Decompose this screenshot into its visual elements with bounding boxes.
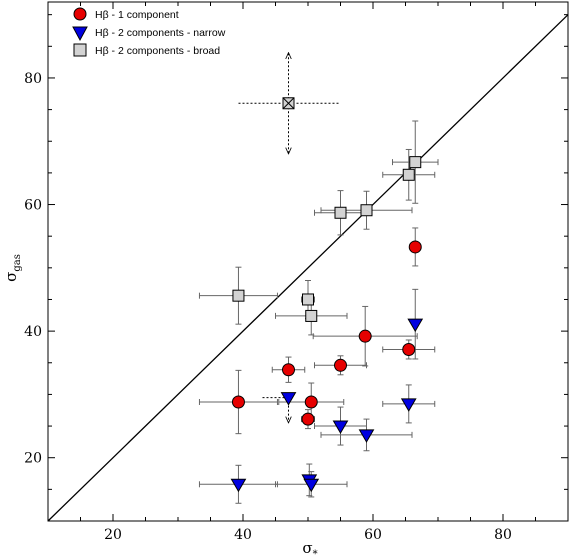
point-broad <box>302 293 314 306</box>
legend-marker-circle <box>73 7 87 21</box>
x-axis-title: σ* <box>302 539 317 560</box>
point-broad <box>409 156 422 169</box>
x-axis-symbol: σ <box>302 539 312 557</box>
point-narrow <box>358 429 375 443</box>
legend: Hβ - 1 component Hβ - 2 components - nar… <box>72 7 226 57</box>
y-tick-label: 80 <box>24 71 42 87</box>
point-one-component <box>231 395 245 409</box>
legend-marker-square <box>73 43 87 57</box>
point-one-component <box>282 363 295 377</box>
point-one-component <box>402 342 416 356</box>
point-narrow <box>280 392 297 406</box>
y-axis-subscript: gas <box>12 254 23 272</box>
x-tick-label: 20 <box>104 527 122 543</box>
y-tick-label: 60 <box>24 198 42 214</box>
legend-label-broad: Hβ - 2 components - broad <box>95 45 220 57</box>
point-broad <box>360 204 373 217</box>
legend-marker-triangle <box>72 26 88 42</box>
point-broad <box>305 309 318 322</box>
data-markers <box>230 97 424 493</box>
point-broad <box>402 168 415 181</box>
point-narrow <box>230 478 247 493</box>
legend-label-one-component: Hβ - 1 component <box>95 9 179 21</box>
x-tick-label: 80 <box>494 527 512 543</box>
point-cross <box>282 97 295 110</box>
x-tick-label: 40 <box>234 527 252 543</box>
reference-line-y-equals-x <box>47 14 569 522</box>
point-narrow <box>332 420 349 435</box>
y-tick-label: 20 <box>24 451 42 467</box>
point-narrow <box>400 398 417 412</box>
point-broad <box>232 289 245 302</box>
x-axis-subscript: * <box>313 549 318 560</box>
y-tick-label: 40 <box>24 324 42 340</box>
axis-tick-labels: 20 40 60 80 20 40 60 80 <box>24 71 512 543</box>
legend-label-narrow: Hβ - 2 components - narrow <box>95 27 226 39</box>
point-one-component <box>301 412 315 426</box>
point-narrow <box>407 318 424 333</box>
point-broad <box>334 206 347 219</box>
point-one-component <box>408 240 422 254</box>
y-axis-title: σgas <box>2 254 23 282</box>
plot-frame <box>47 1 569 522</box>
axis-ticks <box>47 2 569 522</box>
point-one-component <box>358 329 372 343</box>
x-tick-label: 60 <box>364 527 382 543</box>
y-axis-symbol: σ <box>2 272 20 282</box>
error-bars <box>198 120 439 504</box>
point-narrow <box>303 478 320 493</box>
point-one-component <box>304 395 318 409</box>
point-one-component <box>334 358 347 372</box>
